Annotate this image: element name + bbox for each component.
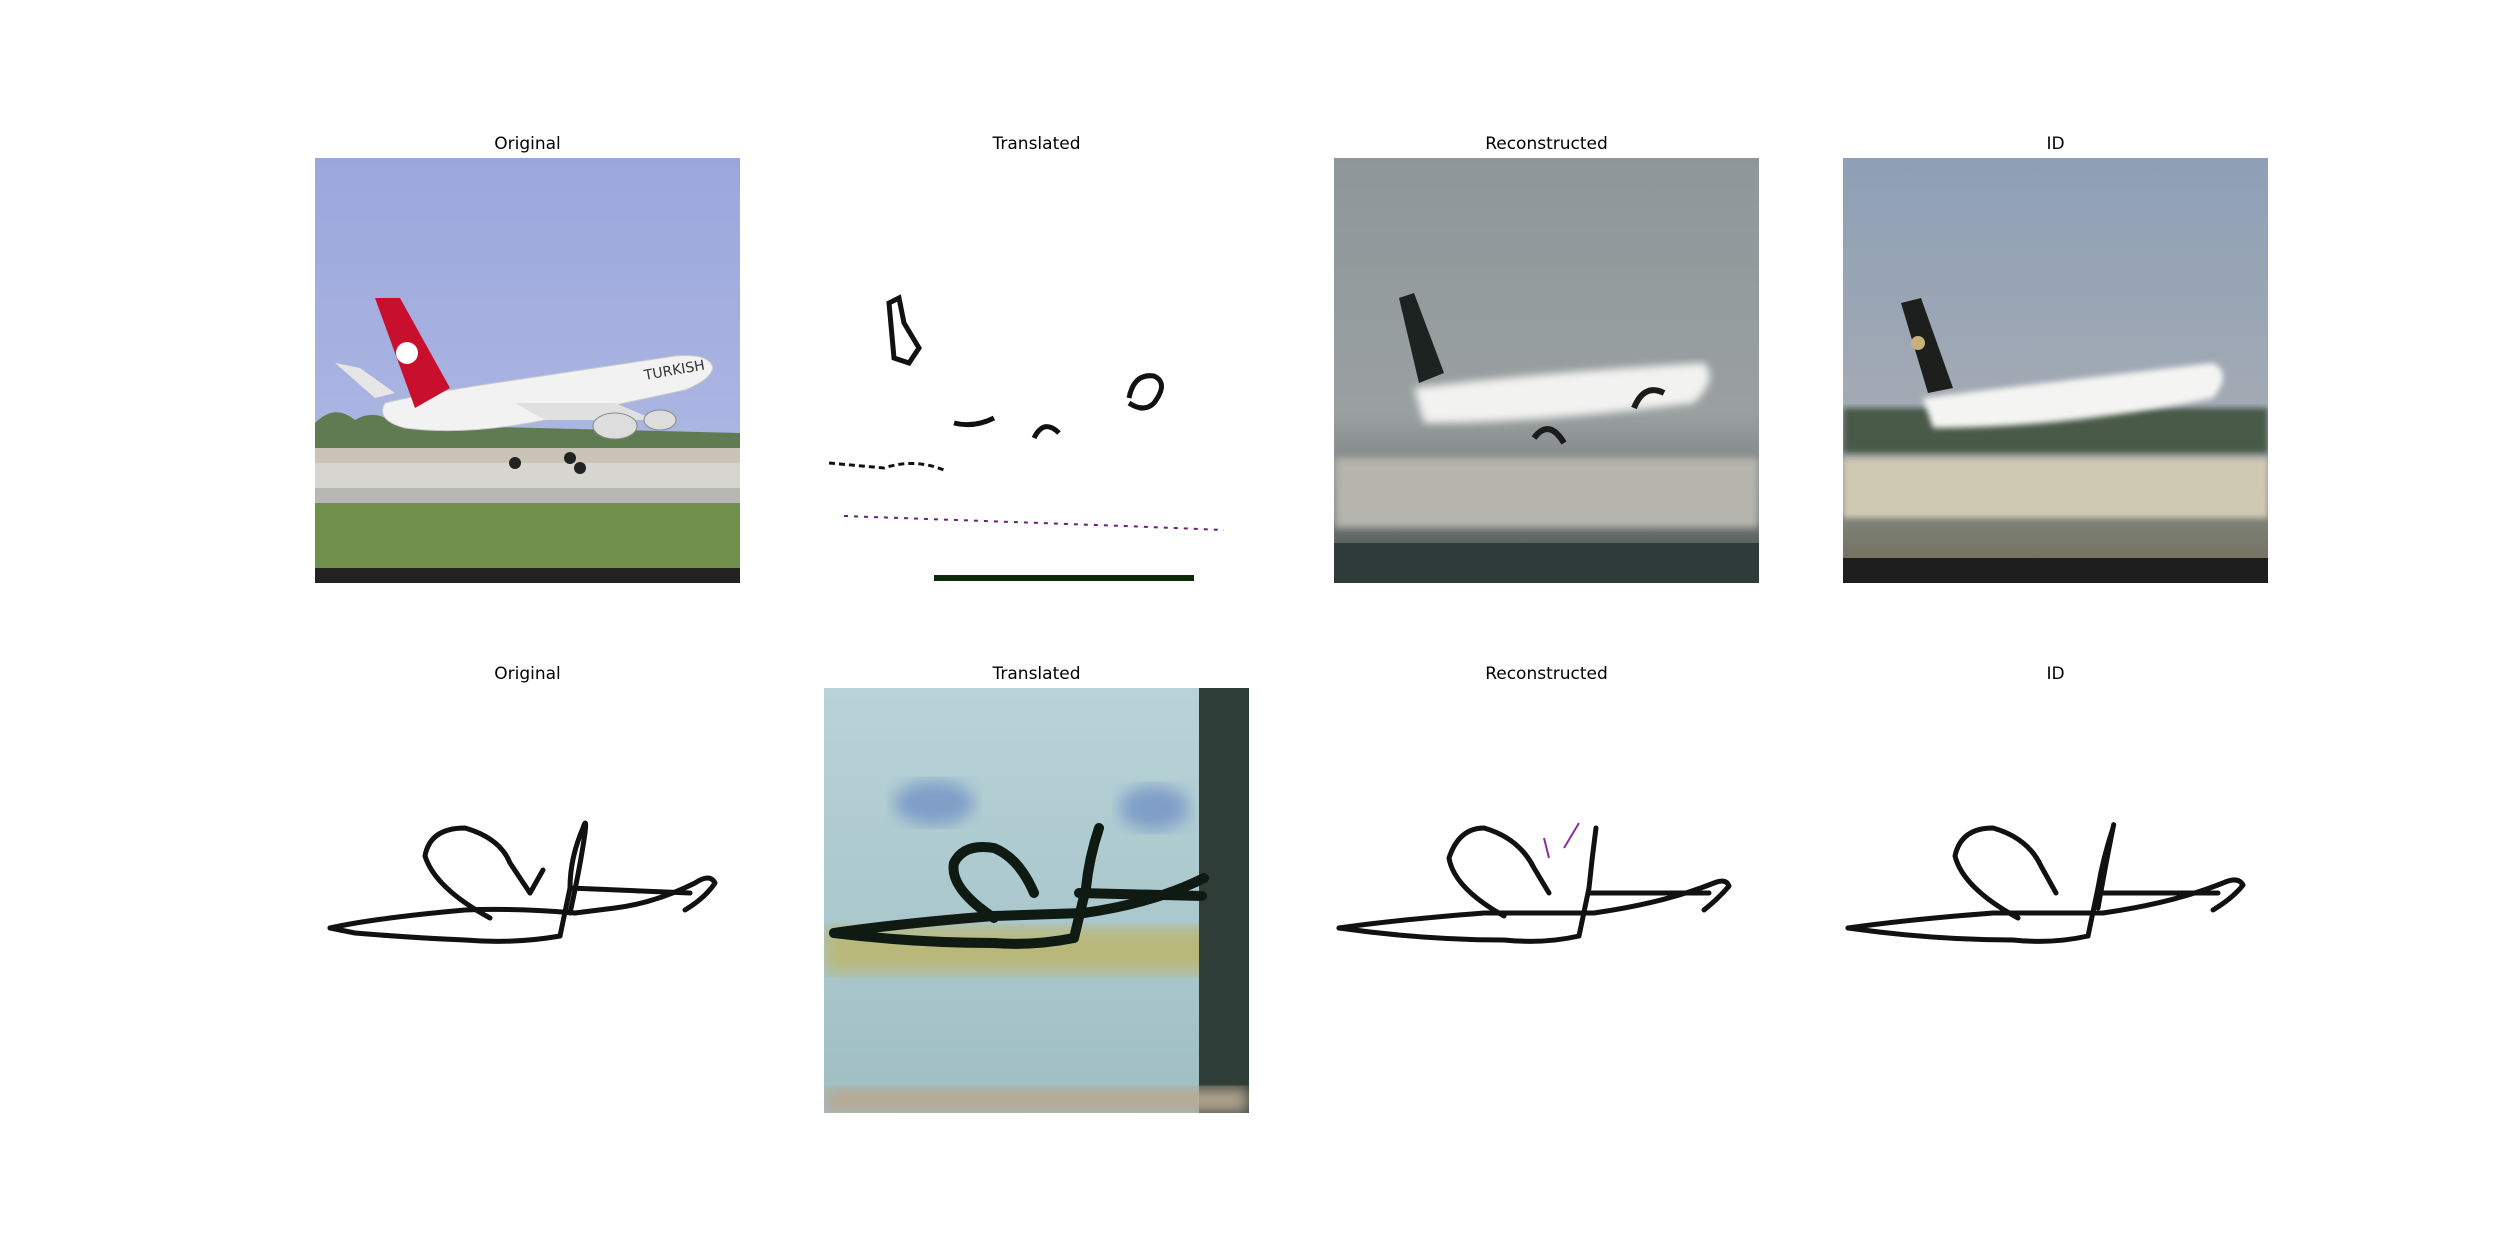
airliner-photo-image: TURKISH: [315, 158, 740, 583]
panel-title-original-sketch: Original: [494, 664, 561, 684]
panel-title-original: Original: [494, 134, 561, 154]
identity-photo-panel: [1843, 158, 2268, 583]
original-photo-panel: TURKISH: [315, 158, 740, 583]
panel-title-id-sketch: ID: [2046, 664, 2065, 684]
panel-title-id: ID: [2046, 134, 2065, 154]
translated-photo-panel: [824, 688, 1249, 1113]
reconstructed-sketch-panel: [1334, 688, 1759, 1113]
reconstructed-photo-panel: [1334, 158, 1759, 583]
panel-title-translated-photo: Translated: [992, 664, 1081, 684]
identity-sketch-image: [1843, 688, 2268, 1113]
identity-photo-image: [1843, 158, 2268, 583]
panel-title-reconstructed: Reconstructed: [1485, 134, 1608, 154]
original-sketch-panel: [315, 688, 740, 1113]
translated-sketch-panel: [824, 158, 1249, 583]
panel-title-translated: Translated: [992, 134, 1081, 154]
sketch-from-photo-image: [824, 158, 1249, 583]
identity-sketch-panel: [1843, 688, 2268, 1113]
airplane-sketch-image: [315, 688, 740, 1113]
reconstructed-photo-image: [1334, 158, 1759, 583]
reconstructed-sketch-image: [1334, 688, 1759, 1113]
photo-from-sketch-image: [824, 688, 1249, 1113]
panel-title-reconstructed-sketch: Reconstructed: [1485, 664, 1608, 684]
